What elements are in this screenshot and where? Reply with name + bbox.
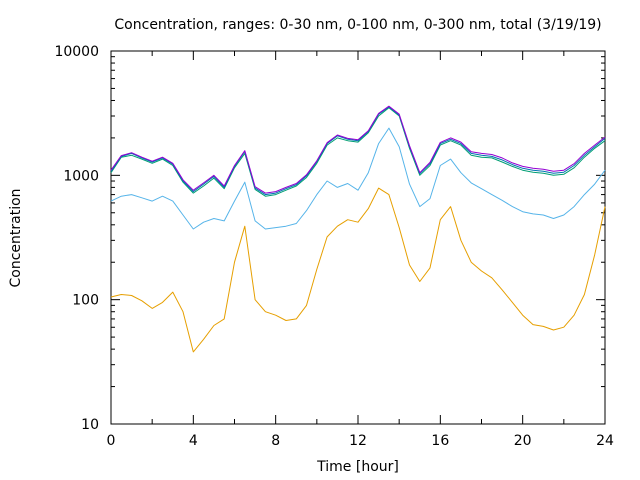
x-tick-label: 8 — [271, 433, 280, 449]
x-axis: 0 4 8 12 16 20 24 — [107, 51, 614, 449]
y-tick-label: 100 — [72, 293, 99, 309]
x-tick-label: 24 — [596, 433, 614, 449]
series-line-2 — [110, 127, 606, 230]
y-axis-label: Concentration — [8, 188, 24, 287]
x-axis-label: Time [hour] — [316, 459, 399, 475]
plot-frame — [110, 50, 606, 425]
series-lines — [110, 105, 606, 353]
x-tick-label: 0 — [107, 433, 116, 449]
y-tick-label: 10 — [81, 417, 99, 433]
series-line-1 — [110, 187, 606, 353]
y-tick-label: 1000 — [63, 168, 99, 184]
series-line-3 — [110, 107, 606, 197]
series-line-4 — [110, 106, 606, 196]
y-tick-label: 10000 — [54, 44, 99, 60]
x-tick-label: 4 — [189, 433, 198, 449]
chart-title: Concentration, ranges: 0-30 nm, 0-100 nm… — [114, 17, 601, 33]
y-axis: 10 100 1000 10000 — [54, 44, 605, 433]
x-tick-label: 16 — [431, 433, 449, 449]
x-tick-label: 20 — [514, 433, 532, 449]
x-tick-label: 12 — [349, 433, 367, 449]
series-line-5 — [110, 105, 606, 194]
